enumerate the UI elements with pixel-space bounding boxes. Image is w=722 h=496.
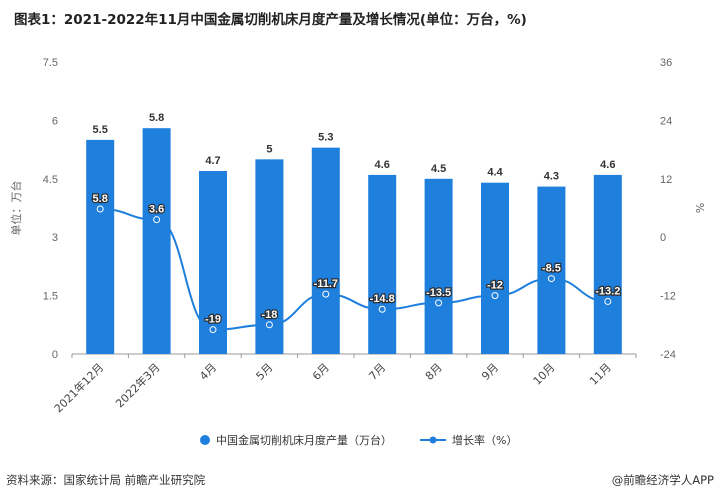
y-right-axis-title: % bbox=[693, 203, 706, 213]
y-right-tick-label: 0 bbox=[660, 232, 666, 244]
source-note: 资料来源：国家统计局 前瞻产业研究院 bbox=[6, 473, 206, 487]
growth-rate-line bbox=[100, 207, 608, 331]
growth-rate-point bbox=[322, 290, 330, 298]
bar-value-label: 4.6 bbox=[375, 159, 390, 171]
legend-bar-marker bbox=[200, 435, 210, 445]
brand-credit: @前瞻经济学人APP bbox=[611, 473, 714, 487]
x-tick-label: 2022年3月 bbox=[113, 360, 163, 410]
y-left-tick-label: 1.5 bbox=[43, 291, 58, 303]
bar-value-label: 4.4 bbox=[487, 167, 503, 179]
growth-rate-point bbox=[378, 305, 386, 313]
growth-rate-point bbox=[96, 205, 104, 213]
y-left-tick-label: 4.5 bbox=[43, 174, 58, 186]
y-left-tick-label: 7.5 bbox=[43, 57, 58, 69]
bar bbox=[86, 139, 115, 354]
x-tick-label: 10月 bbox=[531, 361, 558, 388]
growth-rate-label: -13.2 bbox=[595, 285, 620, 297]
bar bbox=[593, 174, 622, 354]
growth-rate-label: -12 bbox=[487, 280, 503, 292]
legend-line-label: 增长率（%） bbox=[452, 433, 517, 447]
growth-rate-label: -13.5 bbox=[426, 287, 451, 299]
bar-value-label: 5 bbox=[266, 143, 272, 155]
y-left-tick-label: 0 bbox=[52, 349, 58, 361]
bar-value-label: 4.3 bbox=[544, 171, 559, 183]
bar bbox=[537, 186, 566, 354]
bar bbox=[368, 174, 397, 354]
bar-value-label: 5.3 bbox=[318, 132, 333, 144]
growth-rate-point bbox=[435, 299, 443, 307]
growth-rate-point bbox=[153, 216, 161, 224]
growth-rate-label: -8.5 bbox=[542, 263, 561, 275]
bar-value-label: 5.8 bbox=[149, 112, 164, 124]
y-left-tick-label: 6 bbox=[52, 115, 58, 127]
growth-rate-point bbox=[547, 275, 555, 283]
x-tick-label: 5月 bbox=[254, 361, 276, 383]
chart-title: 图表1：2021-2022年11月中国金属切削机床月度产量及增长情况(单位：万台… bbox=[14, 12, 527, 28]
y-left-tick-label: 3 bbox=[52, 232, 58, 244]
y-right-tick-label: -12 bbox=[660, 291, 676, 303]
x-tick-label: 6月 bbox=[310, 361, 332, 383]
x-tick-label: 8月 bbox=[423, 361, 445, 383]
bar bbox=[142, 128, 171, 354]
growth-rate-point bbox=[604, 297, 612, 305]
x-tick-label: 7月 bbox=[366, 361, 388, 383]
y-right-tick-label: -24 bbox=[660, 349, 676, 361]
y-right-tick-label: 24 bbox=[660, 115, 672, 127]
growth-rate-label: -14.8 bbox=[370, 293, 395, 305]
growth-rate-point bbox=[209, 326, 217, 334]
growth-rate-label: 5.8 bbox=[93, 193, 108, 205]
x-tick-label: 11月 bbox=[587, 361, 614, 388]
growth-rate-label: -11.7 bbox=[314, 278, 338, 290]
bar-value-label: 4.5 bbox=[431, 163, 446, 175]
bar bbox=[424, 178, 453, 354]
growth-rate-point bbox=[265, 321, 273, 329]
x-tick-label: 4月 bbox=[197, 361, 219, 383]
bar-value-label: 4.7 bbox=[205, 155, 220, 167]
y-right-tick-label: 36 bbox=[660, 57, 672, 69]
bar-value-label: 4.6 bbox=[600, 159, 615, 171]
x-tick-label: 9月 bbox=[479, 361, 501, 383]
growth-rate-label: 3.6 bbox=[149, 204, 164, 216]
y-right-tick-label: 12 bbox=[660, 174, 672, 186]
bar bbox=[311, 147, 340, 354]
bar-value-label: 5.5 bbox=[93, 124, 108, 136]
legend-line-point bbox=[429, 436, 437, 444]
legend-bar-label: 中国金属切削机床月度产量（万台） bbox=[216, 433, 392, 447]
growth-rate-label: -18 bbox=[261, 309, 277, 321]
growth-rate-point bbox=[491, 292, 499, 300]
bar bbox=[481, 182, 509, 354]
x-tick-label: 2021年12月 bbox=[51, 360, 106, 415]
growth-rate-label: -19 bbox=[205, 314, 221, 326]
y-left-axis-title: 单位：万台 bbox=[9, 181, 23, 236]
